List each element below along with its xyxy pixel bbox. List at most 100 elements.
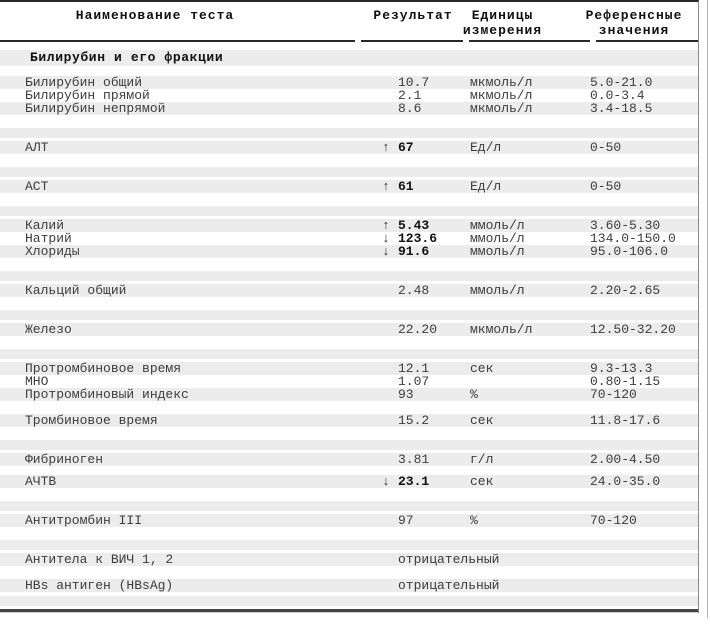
table-row: Железо 22.20 мкмоль/л 12.50-32.20 [0,323,698,336]
table-row: Антитромбин III 97 % 70-120 [0,514,698,527]
column-header-units-line2: измерения [462,23,543,38]
test-name: Натрий [25,231,72,246]
test-name: МНО [25,374,49,389]
result-value: 12.1 [398,361,430,376]
result-value: 15.2 [398,413,430,428]
unit: ммоль/л [470,218,525,233]
reference-range: 11.8-17.6 [590,413,661,428]
reference-range: 70-120 [590,513,637,528]
column-header-test-name: Наименование теста [75,8,235,23]
result-value: 10.7 [398,75,430,90]
reference-range: 0-50 [590,140,622,155]
table-row: Тромбиновое время 15.2 сек 11.8-17.6 [0,414,698,427]
table-row: Антитела к ВИЧ 1, 2 отрицательный [0,553,698,566]
unit: мкмоль/л [470,88,533,103]
table-bottom-shadow [0,612,698,613]
table-row: Билирубин общий 10.7 мкмоль/л 5.0-21.0 [0,76,698,89]
unit: % [470,387,478,402]
test-name: АЛТ [25,140,49,155]
section-header-bilirubin: Билирубин и его фракции [0,50,698,66]
test-name: Протромбиновое время [25,361,182,376]
abnormal-arrow-icon: ↓ [382,474,390,489]
unit: г/л [470,452,494,467]
test-name: Антитромбин III [25,513,143,528]
test-name: АЧТВ [25,474,57,489]
result-value: 93 [398,387,414,402]
table-bottom-rule [0,609,698,612]
abnormal-arrow-icon: ↓ [382,231,390,246]
table-row: АЧТВ ↓ 23.1 сек 24.0-35.0 [0,475,698,488]
reference-range: 24.0-35.0 [590,474,661,489]
test-name: Фибриноген [25,452,104,467]
unit: Ед/л [470,140,502,155]
unit: мкмоль/л [470,75,533,90]
unit: сек [470,361,494,376]
column-header-reference-line1: Референсные [585,8,683,23]
result-value: 3.81 [398,452,430,467]
table-row: Калий ↑ 5.43 ммоль/л 3.60-5.30 [0,219,698,232]
result-value: 61 [398,179,414,194]
reference-range: 2.00-4.50 [590,452,661,467]
reference-range: 2.20-2.65 [590,283,661,298]
test-name: Протромбиновый индекс [25,387,189,402]
test-name: Кальций общий [25,283,127,298]
table-row: Натрий ↓ 123.6 ммоль/л 134.0-150.0 [0,232,698,245]
reference-range: 3.60-5.30 [590,218,661,233]
unit: ммоль/л [470,244,525,259]
table-row: Билирубин непрямой 8.6 мкмоль/л 3.4-18.5 [0,102,698,115]
reference-range: 0.0-3.4 [590,88,645,103]
unit: сек [470,474,494,489]
result-value: 5.43 [398,218,430,233]
unit: ммоль/л [470,231,525,246]
reference-range: 5.0-21.0 [590,75,653,90]
table-row: Протромбиновый индекс 93 % 70-120 [0,388,698,401]
reference-range: 3.4-18.5 [590,101,653,116]
table-row: Хлориды ↓ 91.6 ммоль/л 95.0-106.0 [0,245,698,258]
test-name: Железо [25,322,72,337]
test-name: HBs антиген (HBsAg) [25,578,174,593]
unit: сек [470,413,494,428]
abnormal-arrow-icon: ↑ [382,179,390,194]
reference-range: 0.80-1.15 [590,374,661,389]
test-name: Билирубин общий [25,75,143,90]
reference-range: 12.50-32.20 [590,322,676,337]
result-value: 97 [398,513,414,528]
test-name: Билирубин прямой [25,88,150,103]
test-name: Антитела к ВИЧ 1, 2 [25,552,174,567]
result-value: 22.20 [398,322,438,337]
table-row: АСТ ↑ 61 Ед/л 0-50 [0,180,698,193]
table-row: Кальций общий 2.48 ммоль/л 2.20-2.65 [0,284,698,297]
unit: мкмоль/л [470,322,533,337]
window-edge-line [707,0,708,618]
result-value: отрицательный [398,552,500,567]
table-row: HBs антиген (HBsAg) отрицательный [0,579,698,592]
table-row: Протромбиновое время 12.1 сек 9.3-13.3 [0,362,698,375]
result-value: 1.07 [398,374,430,389]
table-row: Фибриноген 3.81 г/л 2.00-4.50 [0,453,698,466]
unit: ммоль/л [470,283,525,298]
result-value: 123.6 [398,231,438,246]
result-value: отрицательный [398,578,500,593]
column-header-units: Единицы измерения [455,8,550,38]
reference-range: 9.3-13.3 [590,361,653,376]
test-name: Калий [25,218,65,233]
column-header-units-line1: Единицы [471,8,534,23]
reference-range: 95.0-106.0 [590,244,669,259]
abnormal-arrow-icon: ↑ [382,140,390,155]
test-name: Хлориды [25,244,80,259]
column-header-reference-line2: значения [598,23,670,38]
test-name: АСТ [25,179,49,194]
result-value: 67 [398,140,414,155]
header-underline [0,40,698,42]
result-value: 2.1 [398,88,422,103]
unit: мкмоль/л [470,101,533,116]
reference-range: 0-50 [590,179,622,194]
table-header: Наименование теста Результат Единицы изм… [0,2,698,40]
result-value: 23.1 [398,474,430,489]
column-header-result: Результат [373,8,453,23]
table-row: АЛТ ↑ 67 Ед/л 0-50 [0,141,698,154]
reference-range: 134.0-150.0 [590,231,676,246]
result-value: 8.6 [398,101,422,116]
table-row: Билирубин прямой 2.1 мкмоль/л 0.0-3.4 [0,89,698,102]
result-value: 91.6 [398,244,430,259]
